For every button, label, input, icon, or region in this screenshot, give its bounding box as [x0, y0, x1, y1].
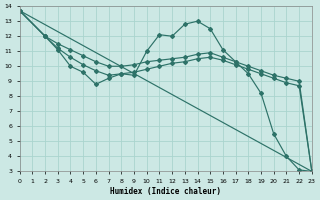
X-axis label: Humidex (Indice chaleur): Humidex (Indice chaleur)	[110, 187, 221, 196]
